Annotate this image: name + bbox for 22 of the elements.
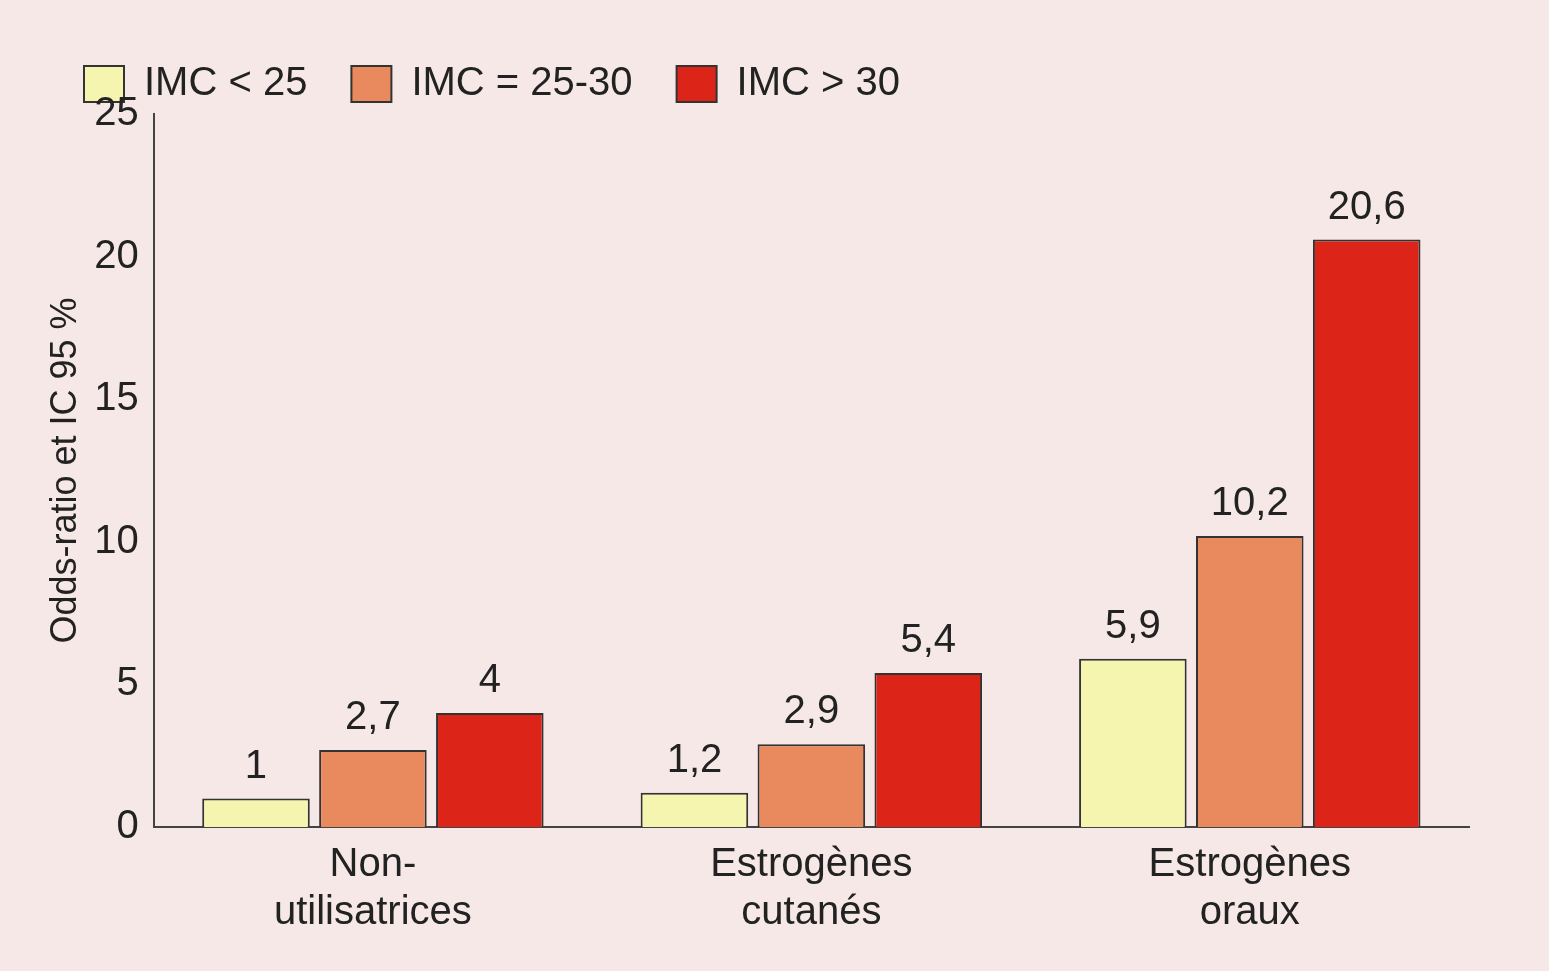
data-label: 2,9 bbox=[783, 687, 840, 732]
data-label: 5,4 bbox=[900, 616, 957, 661]
y-tick-label: 10 bbox=[94, 516, 139, 561]
y-tick-label: 25 bbox=[94, 89, 139, 134]
x-tick-label: Non- utilisatrices bbox=[273, 840, 472, 933]
y-tick-label: 15 bbox=[94, 374, 139, 419]
data-label: 10,2 bbox=[1210, 479, 1289, 524]
data-label: 5,9 bbox=[1105, 601, 1161, 646]
data-label: 4 bbox=[478, 655, 501, 700]
y-tick-label: 0 bbox=[116, 802, 139, 847]
legend-label: IMC = 25-30 bbox=[411, 59, 633, 104]
data-label: 1,2 bbox=[666, 735, 723, 780]
y-axis-title: Odds-ratio et IC 95 % bbox=[42, 297, 84, 644]
y-tick-label: 20 bbox=[94, 231, 139, 276]
data-label: 2,7 bbox=[345, 693, 401, 738]
y-tick-label: 5 bbox=[116, 659, 139, 704]
x-tick-label: Estrogènes cutanés bbox=[710, 840, 913, 933]
data-label: 20,6 bbox=[1327, 182, 1406, 227]
legend-label: IMC > 30 bbox=[736, 59, 901, 104]
x-tick-label: Estrogènes oraux bbox=[1148, 840, 1351, 933]
data-label: 1 bbox=[244, 741, 268, 786]
legend-label: IMC < 25 bbox=[144, 59, 308, 104]
